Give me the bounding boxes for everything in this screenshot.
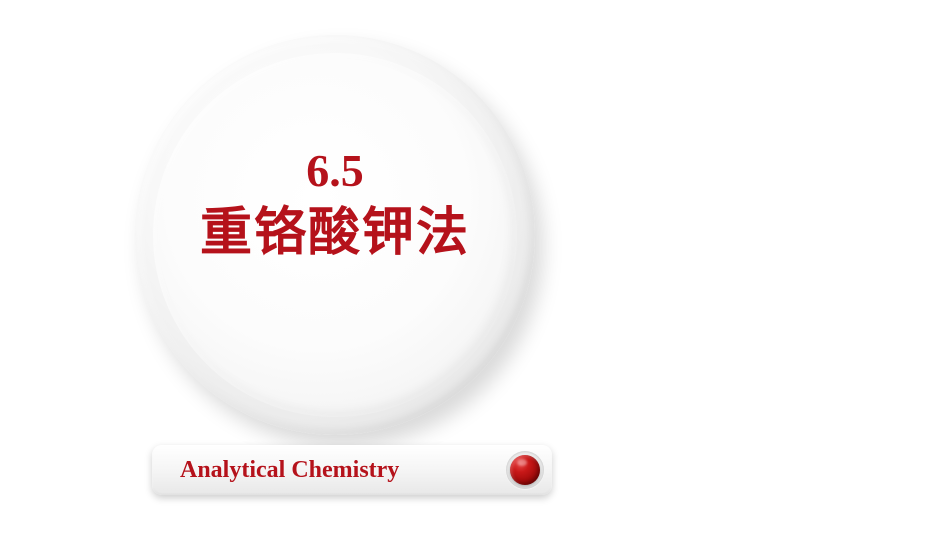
dot-socket [506,451,544,489]
title-text-block: 6.5 重铬酸钾法 [153,143,517,265]
subtitle-text: Analytical Chemistry [180,457,399,484]
section-number: 6.5 [153,143,517,198]
red-dot-icon [510,455,540,485]
main-title: 重铬酸钾法 [153,202,517,264]
title-circle-container: 6.5 重铬酸钾法 [135,35,535,435]
circle-inner-plate: 6.5 重铬酸钾法 [153,53,517,417]
subtitle-bar: Analytical Chemistry [152,445,552,495]
